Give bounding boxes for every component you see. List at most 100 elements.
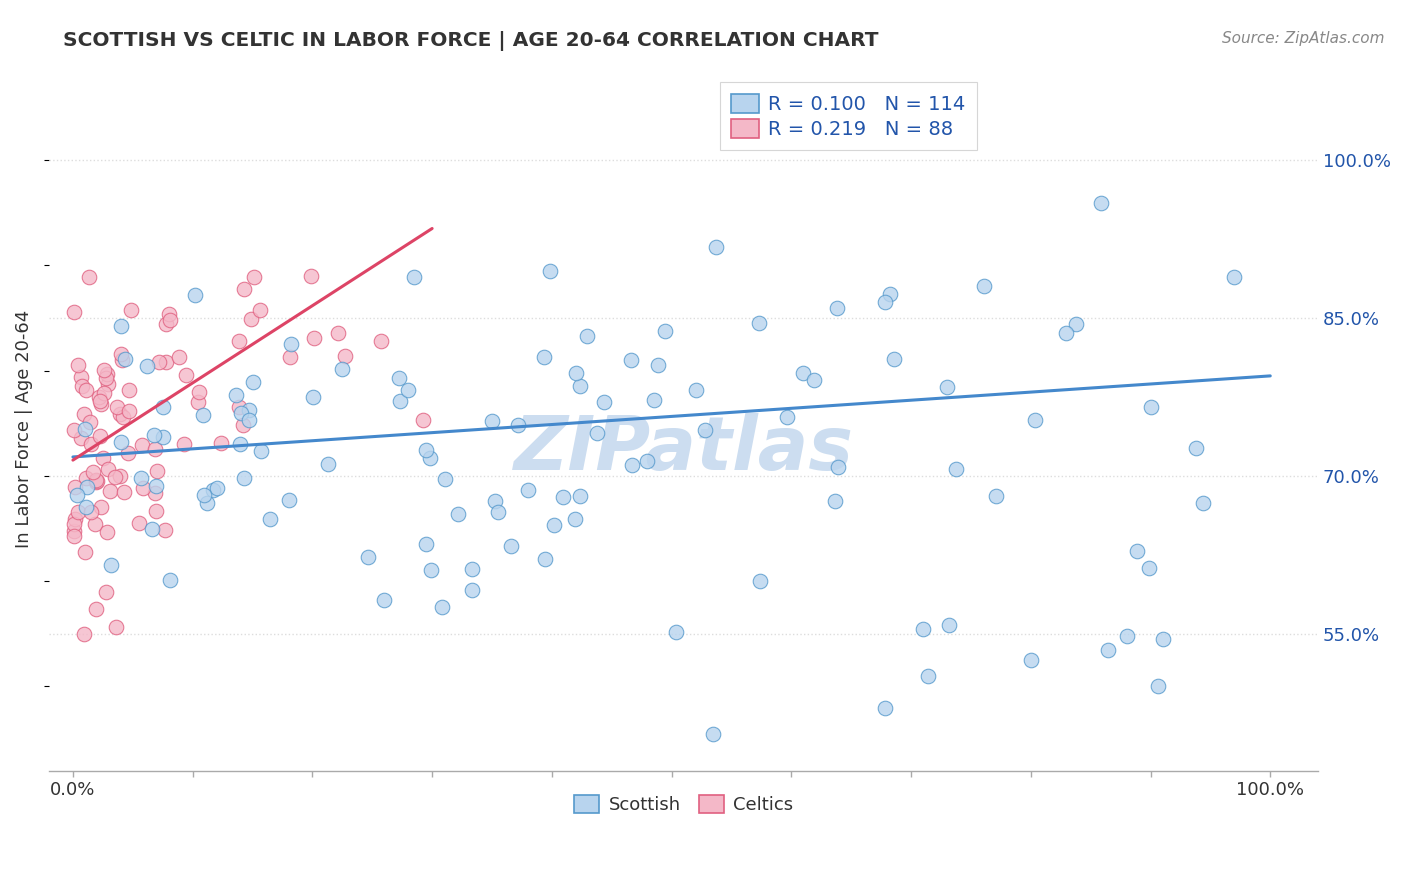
Point [461,562,484,576]
Point [75,500,97,514]
Point [128,516,150,530]
Point [1090,195,1112,210]
Point [620,352,643,367]
Point [1054,326,1077,340]
Point [508,418,530,433]
Point [776,409,799,424]
Point [1019,653,1042,667]
Point [432,599,454,614]
Point [792,366,814,380]
Point [159,313,181,327]
Point [1152,632,1174,646]
Y-axis label: In Labor Force | Age 20-64: In Labor Force | Age 20-64 [15,310,32,548]
Point [63,305,86,319]
Point [585,426,607,441]
Point [685,384,707,398]
Point [389,394,412,409]
Point [75,545,97,559]
Point [82,465,104,479]
Point [167,350,190,364]
Point [643,393,665,408]
Point [176,368,198,382]
Point [132,481,155,495]
Point [636,454,658,468]
Point [420,563,443,577]
Point [228,401,250,415]
Point [73,422,96,436]
Point [66,488,89,502]
Point [145,479,167,493]
Point [232,417,254,432]
Point [89,428,111,442]
Point [72,407,94,421]
Point [97,376,120,391]
Point [91,451,114,466]
Point [243,269,266,284]
Point [89,393,111,408]
Point [187,384,209,399]
Point [357,549,380,564]
Point [373,592,395,607]
Point [148,355,170,369]
Point [564,512,586,526]
Point [1223,269,1246,284]
Point [433,472,456,486]
Point [86,474,108,488]
Point [1185,441,1208,455]
Point [460,583,482,598]
Point [824,494,846,508]
Point [250,444,273,458]
Point [104,470,127,484]
Point [155,523,177,537]
Point [63,517,86,532]
Point [66,358,89,372]
Point [1191,496,1213,510]
Point [326,326,349,340]
Point [415,537,437,551]
Point [67,505,90,519]
Point [238,403,260,417]
Point [233,471,256,485]
Point [569,378,592,392]
Point [647,358,669,372]
Point [152,430,174,444]
Point [84,602,107,616]
Point [945,462,967,476]
Point [76,480,98,494]
Point [155,355,177,369]
Point [396,383,419,397]
Legend: Scottish, Celtics: Scottish, Celtics [565,787,801,823]
Point [229,406,252,420]
Point [110,435,132,450]
Point [63,423,86,437]
Point [278,350,301,364]
Point [621,458,644,472]
Point [803,373,825,387]
Point [131,438,153,452]
Point [277,493,299,508]
Point [75,384,97,398]
Point [159,573,181,587]
Point [75,471,97,485]
Point [486,505,509,519]
Point [316,457,339,471]
Point [299,269,322,284]
Point [120,303,142,318]
Point [77,269,100,284]
Text: SCOTTISH VS CELTIC IN LABOR FORCE | AGE 20-64 CORRELATION CHART: SCOTTISH VS CELTIC IN LABOR FORCE | AGE … [63,31,879,51]
Point [105,400,128,414]
Point [65,480,87,494]
Point [538,264,561,278]
Point [302,390,325,404]
Point [79,415,101,429]
Point [157,307,180,321]
Point [936,380,959,394]
Point [484,494,506,508]
Point [827,460,849,475]
Point [90,500,112,515]
Point [259,512,281,526]
Point [111,410,134,425]
Point [143,442,166,456]
Point [404,270,426,285]
Point [195,496,218,510]
